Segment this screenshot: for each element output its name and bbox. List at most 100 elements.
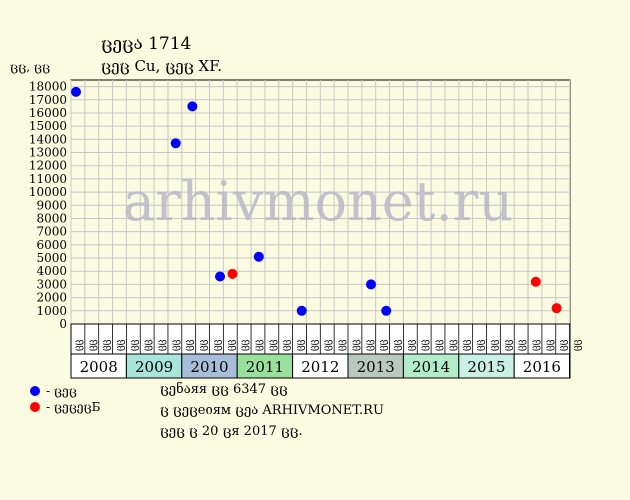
month-label: ცც — [239, 339, 250, 351]
y-tick-label: 11000 — [29, 172, 67, 186]
year-cell — [236, 353, 294, 379]
data-point — [170, 138, 181, 149]
data-point — [366, 279, 377, 290]
month-label: ცც — [461, 339, 472, 351]
y-tick-label: 16000 — [29, 106, 67, 120]
y-tick-label: 17000 — [29, 93, 67, 107]
month-label: ცც — [516, 339, 527, 351]
data-point — [215, 271, 226, 282]
year-label: 2016 — [523, 358, 561, 376]
year-label: 2011 — [246, 358, 284, 376]
year-cell — [70, 353, 127, 379]
month-label: ცც — [87, 339, 98, 351]
month-label: ცც — [447, 339, 458, 351]
y-tick-label: 10000 — [29, 185, 67, 199]
year-label: 2012 — [301, 358, 339, 376]
y-tick-label: 18000 — [29, 80, 67, 94]
legend-label: - ცეცეცБ — [46, 400, 101, 414]
month-label: ცც — [253, 339, 264, 351]
month-label: ცც — [558, 339, 569, 351]
month-labels: ცც ცც ცც ცც ცც ცც ცც ცც ცც ცც ცც ცც ცც ცც ცც ცც ცც ცც ცც ცც… — [70, 323, 583, 355]
y-tick-label: 2000 — [36, 291, 67, 305]
year-cell — [125, 353, 183, 379]
month-label: ცც — [364, 339, 375, 351]
month-label: ცც — [198, 339, 209, 351]
year-label: 2010 — [190, 358, 228, 376]
chart-subtitle: ცეც Cu, ცეც XF. — [101, 57, 223, 75]
data-point — [227, 268, 238, 279]
y-axis-label: ცც, ცც — [10, 60, 51, 74]
watermark: arhivmonet.ru — [123, 170, 513, 233]
y-tick-label: 0 — [59, 317, 67, 331]
month-label: ცც — [184, 339, 195, 351]
year-cell — [402, 353, 460, 379]
y-tick-label: 7000 — [36, 225, 67, 239]
year-label: 2013 — [357, 358, 395, 376]
y-tick-label: 4000 — [36, 264, 67, 278]
month-label: ცც — [295, 339, 306, 351]
year-label: 2008 — [80, 358, 118, 376]
month-label: ცც — [544, 339, 555, 351]
y-tick-label: 6000 — [36, 238, 67, 252]
month-label: ცც — [419, 339, 430, 351]
y-axis-ticks: 0100020003000400050006000700080009000100… — [29, 80, 67, 331]
year-label: 2014 — [412, 358, 450, 376]
month-label: ცც — [336, 339, 347, 351]
legend-item-blue: - ცეც — [30, 384, 77, 398]
month-label: ცც — [433, 339, 444, 351]
month-label: ცც — [101, 339, 112, 351]
month-label: ცც — [391, 339, 402, 351]
year-cell — [513, 353, 571, 379]
year-label: 2015 — [467, 358, 505, 376]
blue-dot-icon — [30, 386, 40, 396]
footer-line-3: ცეც ც 20 ცя 2017 ცც. — [160, 424, 303, 439]
data-point — [381, 305, 392, 316]
year-labels: 2008 2009 2010 2011 2012 2013 2014 2015 2016 — [70, 353, 571, 379]
y-tick-label: 9000 — [36, 198, 67, 212]
month-label: ცც — [128, 339, 139, 351]
data-point — [296, 305, 307, 316]
legend-item-red: - ცეცეცБ — [30, 400, 100, 414]
month-label: ცც — [378, 339, 389, 351]
y-tick-label: 3000 — [36, 277, 67, 291]
month-label: ცც — [572, 339, 583, 351]
chart-title: ცეცა 1714 — [101, 34, 192, 54]
year-cell — [347, 353, 404, 379]
data-point — [187, 101, 198, 112]
data-points — [71, 86, 562, 316]
y-tick-label: 15000 — [29, 119, 67, 133]
month-label: ცც — [267, 339, 278, 351]
month-label: ცც — [322, 339, 333, 351]
data-point — [253, 251, 264, 262]
month-label: ცც — [142, 339, 153, 351]
month-label: ცც — [530, 339, 541, 351]
y-tick-label: 5000 — [36, 251, 67, 265]
red-dot-icon — [30, 402, 40, 412]
data-point — [530, 276, 541, 287]
footer-line-2: ც ცეცеიям ცეა ARHIVMONET.RU — [160, 403, 384, 418]
month-label: ცც — [502, 339, 513, 351]
month-label: ცც — [73, 339, 84, 351]
month-label: ცც — [308, 339, 319, 351]
month-label: ცც — [488, 339, 499, 351]
y-tick-label: 1000 — [36, 304, 67, 318]
month-label: ცც — [350, 339, 361, 351]
y-tick-label: 12000 — [29, 159, 67, 173]
data-point — [71, 86, 81, 97]
month-label: ცც — [114, 339, 125, 351]
y-tick-label: 14000 — [29, 132, 67, 146]
month-label: ცც — [281, 339, 292, 351]
footer-line-1: ცენაяя ცც 6347 ცც — [160, 382, 288, 397]
data-point — [551, 303, 562, 314]
month-label: ცც — [211, 339, 222, 351]
year-label: 2009 — [135, 358, 173, 376]
legend-label: - ცეც — [46, 384, 77, 398]
y-tick-label: 8000 — [36, 211, 67, 225]
month-label: ცც — [405, 339, 416, 351]
month-label: ცც — [156, 339, 167, 351]
chart-grid — [70, 79, 571, 325]
month-label: ცც — [170, 339, 181, 351]
month-label: ცც — [225, 339, 236, 351]
y-tick-label: 13000 — [29, 146, 67, 160]
